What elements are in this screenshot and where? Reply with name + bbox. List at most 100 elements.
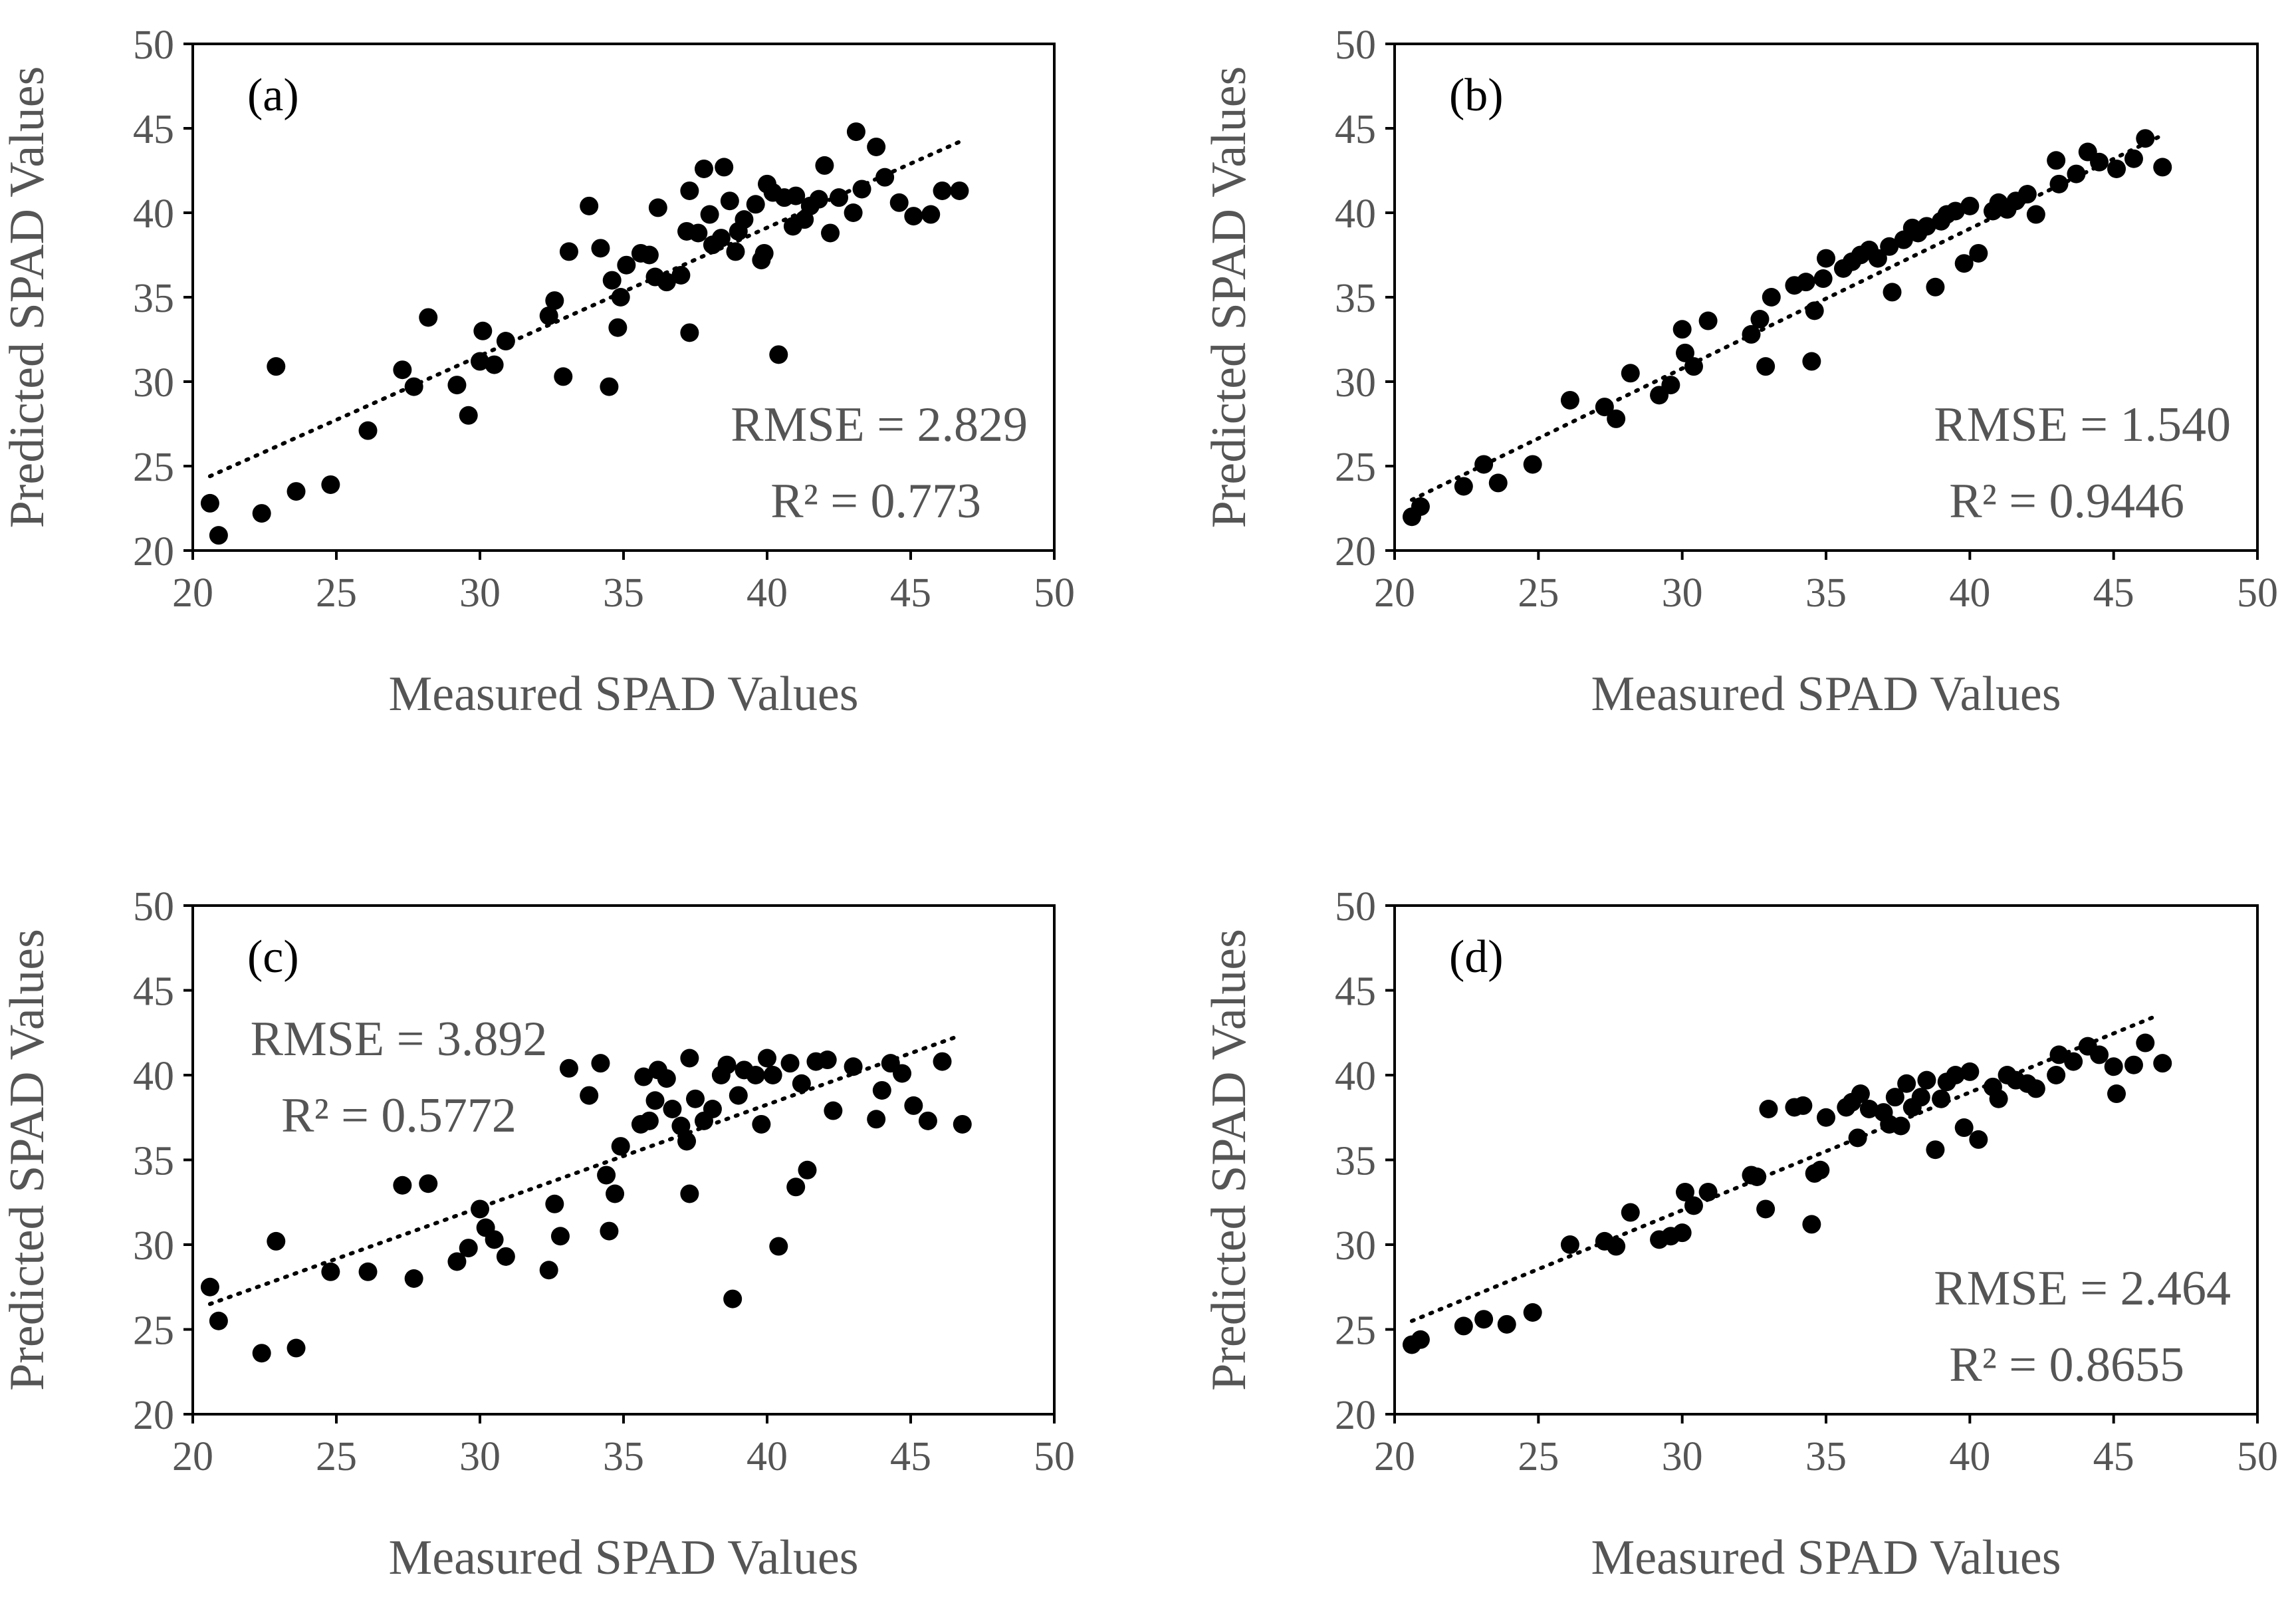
data-point xyxy=(1817,1108,1835,1127)
r-squared-label: R² = 0.773 xyxy=(770,474,981,529)
data-point xyxy=(1474,1310,1494,1329)
data-point xyxy=(2049,1045,2069,1064)
data-point xyxy=(657,273,676,292)
data-point xyxy=(950,181,969,200)
y-tick-label: 30 xyxy=(1335,1223,1376,1269)
data-point xyxy=(933,181,952,200)
data-point xyxy=(1969,243,1988,263)
panel-label: (c) xyxy=(247,931,299,983)
data-point xyxy=(611,288,630,307)
data-point xyxy=(1897,1074,1916,1093)
data-point xyxy=(1523,1303,1542,1322)
data-point xyxy=(723,1289,743,1308)
data-point xyxy=(611,1137,630,1156)
data-point xyxy=(597,1166,616,1185)
data-point xyxy=(209,526,228,545)
data-point xyxy=(496,1247,515,1266)
rmse-label: RMSE = 2.829 xyxy=(731,398,1028,452)
x-tick-label: 50 xyxy=(2237,1434,2278,1479)
data-point xyxy=(1817,249,1835,268)
data-point xyxy=(830,188,848,207)
data-point xyxy=(321,1262,340,1281)
x-tick-label: 20 xyxy=(172,1434,213,1479)
data-point xyxy=(1851,1084,1870,1104)
data-point xyxy=(786,186,806,205)
data-point xyxy=(953,1114,972,1134)
data-point xyxy=(1885,1088,1904,1107)
data-point xyxy=(459,1239,478,1258)
x-tick-label: 40 xyxy=(1949,570,1990,616)
data-point xyxy=(1675,1182,1694,1201)
data-point xyxy=(1454,1316,1473,1336)
data-point xyxy=(2090,152,2109,172)
data-point xyxy=(933,1052,952,1071)
r-squared-label: R² = 0.5772 xyxy=(281,1088,517,1143)
data-point xyxy=(1813,269,1833,289)
panel-label: (b) xyxy=(1449,70,1504,121)
data-point xyxy=(287,1338,306,1358)
data-point xyxy=(1621,364,1640,383)
panel-label: (a) xyxy=(247,70,299,121)
data-point xyxy=(1917,217,1936,236)
x-tick-label: 30 xyxy=(1662,570,1703,616)
y-tick-label: 20 xyxy=(133,529,174,574)
x-tick-label: 45 xyxy=(890,1434,931,1479)
data-point xyxy=(1954,1118,1974,1138)
data-point xyxy=(1926,1140,1945,1160)
data-point xyxy=(2064,1052,2083,1071)
scatter-panel-d: 20 25 30 35 40 45 50 20 25 30 35 40 45 50 Measured SPA… xyxy=(1202,884,2278,1585)
y-tick-label: 50 xyxy=(133,23,174,68)
y-tick-label: 45 xyxy=(1335,107,1376,152)
data-point xyxy=(2107,1084,2126,1104)
data-point xyxy=(1891,1116,1910,1136)
data-point xyxy=(639,245,659,265)
data-point xyxy=(602,271,622,290)
data-point xyxy=(321,475,340,494)
x-tick-label: 35 xyxy=(1805,1434,1847,1479)
x-tick-label: 35 xyxy=(1805,570,1847,616)
data-point xyxy=(1672,1223,1692,1243)
data-point xyxy=(1595,398,1614,417)
data-point xyxy=(1748,1168,1767,1186)
data-point xyxy=(1474,455,1494,474)
x-tick-label: 50 xyxy=(2237,570,2278,616)
trend-line xyxy=(1409,133,2165,502)
data-point xyxy=(496,332,515,351)
panel-label: (d) xyxy=(1449,931,1504,983)
data-point xyxy=(680,1049,699,1068)
data-point xyxy=(393,360,412,380)
data-point xyxy=(559,1058,578,1078)
y-axis-label: Predicted SPAD Values xyxy=(1202,66,1256,529)
data-point xyxy=(844,203,863,222)
x-axis-label: Measured SPAD Values xyxy=(388,667,858,721)
data-point xyxy=(2049,174,2069,193)
data-point xyxy=(1759,1100,1778,1118)
data-point xyxy=(1954,254,1974,273)
data-point xyxy=(663,1100,682,1118)
data-point xyxy=(1989,1089,2008,1108)
data-point xyxy=(358,1262,378,1281)
x-tick-label: 25 xyxy=(1518,570,1559,616)
data-point xyxy=(1883,283,1902,302)
data-point xyxy=(726,242,745,261)
data-point xyxy=(671,1116,691,1136)
data-point xyxy=(580,196,599,215)
data-point xyxy=(545,1194,564,1213)
y-tick-label: 35 xyxy=(133,1139,174,1184)
data-point xyxy=(591,1054,610,1073)
data-point xyxy=(1969,1130,1988,1149)
x-axis-label: Measured SPAD Values xyxy=(1591,1531,2061,1585)
data-point xyxy=(447,1252,467,1271)
data-point xyxy=(2153,1054,2172,1073)
data-point xyxy=(2153,158,2172,177)
data-point xyxy=(447,376,467,395)
x-tick-label: 40 xyxy=(746,1434,788,1479)
data-point xyxy=(867,1110,886,1129)
data-point xyxy=(893,1064,912,1083)
data-point xyxy=(252,1344,271,1363)
data-point xyxy=(471,352,489,371)
data-point xyxy=(419,1174,438,1193)
y-tick-label: 40 xyxy=(1335,1054,1376,1099)
data-point xyxy=(1621,1203,1640,1222)
